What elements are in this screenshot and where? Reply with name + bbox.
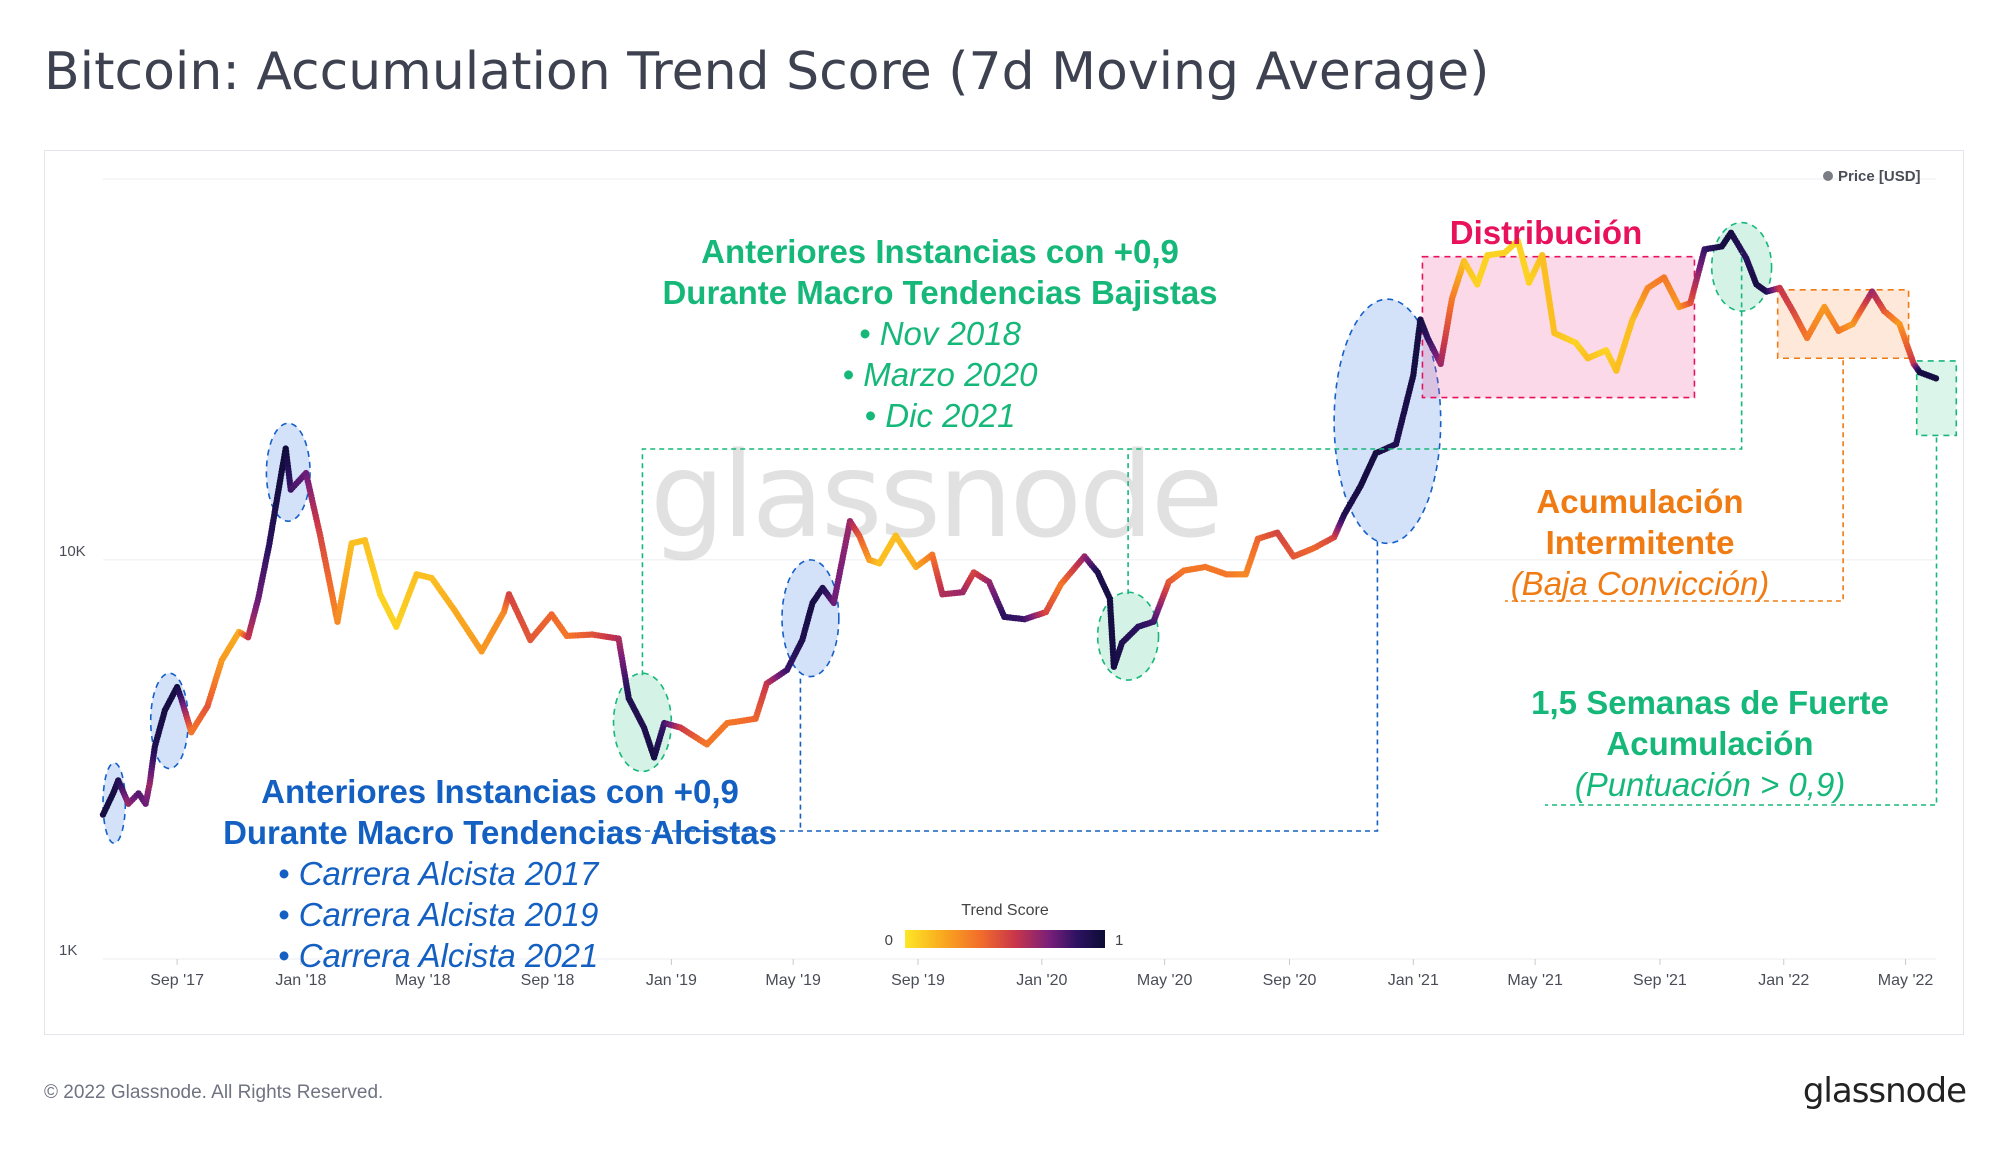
- x-tick-label: Jan '18: [275, 972, 326, 989]
- colorbar-max-label: 1: [1115, 932, 1123, 949]
- bear-annotation-line1: Anteriores Instancias con +0,9: [701, 233, 1179, 270]
- bear-connector-line: [641, 252, 1743, 676]
- colorbar: Trend Score 0 1: [885, 902, 1124, 949]
- bear-trend-annotation: Anteriores Instancias con +0,9 Durante M…: [560, 231, 1320, 436]
- bull-annotation-item: • Carrera Alcista 2019: [278, 896, 599, 933]
- x-tick-label: Jan '20: [1016, 972, 1067, 989]
- y-tick-label: 1K: [59, 942, 77, 959]
- bull-trend-annotation: Anteriores Instancias con +0,9 Durante M…: [130, 771, 870, 976]
- bull-annotation-line1: Anteriores Instancias con +0,9: [261, 773, 739, 810]
- legend-label: Price [USD]: [1838, 168, 1921, 185]
- bull-annotation-item: • Carrera Alcista 2021: [278, 937, 599, 974]
- y-tick-label: 10K: [59, 543, 86, 560]
- intermittent-line1: Acumulación: [1536, 483, 1744, 520]
- colorbar-min-label: 0: [885, 932, 893, 949]
- bull-annotation-item: • Carrera Alcista 2017: [278, 855, 599, 892]
- intermittent-line2: Intermitente: [1545, 524, 1735, 561]
- grid-layer: [103, 178, 1936, 960]
- x-tick-label: Jan '19: [646, 972, 697, 989]
- legend[interactable]: Price [USD]: [1823, 168, 1921, 185]
- x-tick-label: Jan '21: [1388, 972, 1439, 989]
- watermark: glassnode: [650, 426, 1220, 564]
- x-tick-label: May '20: [1137, 972, 1193, 989]
- x-tick-label: May '19: [765, 972, 821, 989]
- connector-lines: [600, 252, 1938, 832]
- bull-annotation-line2: Durante Macro Tendencias Alcistas: [223, 814, 777, 851]
- strong-line1: 1,5 Semanas de Fuerte: [1531, 684, 1889, 721]
- intermittent-sub: (Baja Convicción): [1510, 565, 1770, 602]
- footer-copyright: © 2022 Glassnode. All Rights Reserved.: [44, 1082, 384, 1103]
- bear-annotation-item: • Dic 2021: [864, 397, 1016, 434]
- x-tick-label: Sep '20: [1263, 972, 1317, 989]
- x-tick-label: Sep '17: [150, 972, 204, 989]
- bear-annotation-item: • Nov 2018: [859, 315, 1021, 352]
- x-tick-label: Sep '18: [521, 972, 575, 989]
- distribution-label: Distribución: [1449, 214, 1643, 251]
- strong-accumulation-annotation: 1,5 Semanas de Fuerte Acumulación (Puntu…: [1500, 682, 1920, 805]
- price-dot: [1932, 375, 1940, 382]
- chart-frame: glassnode 1K 10K Sep '17 Jan '18 May '18 Sep …: [44, 150, 1964, 1035]
- footer-logo[interactable]: glassnode: [1802, 1071, 1967, 1111]
- x-tick-label: Jan '22: [1758, 972, 1809, 989]
- x-tick-label: May '22: [1878, 972, 1934, 989]
- x-tick-label: Sep '21: [1633, 972, 1687, 989]
- intermittent-accumulation-annotation: Acumulación Intermitente (Baja Convicció…: [1475, 481, 1805, 604]
- bull-connector-line: [600, 541, 1379, 832]
- axis-layer: 1K 10K Sep '17 Jan '18 May '18 Sep '18 Jan '19…: [59, 543, 1933, 989]
- strong-line2: Acumulación: [1606, 725, 1814, 762]
- strong-sub: (Puntuación > 0,9): [1574, 766, 1846, 803]
- x-tick-label: Sep '19: [891, 972, 945, 989]
- bear-annotation-line2: Durante Macro Tendencias Bajistas: [662, 274, 1218, 311]
- colorbar-title: Trend Score: [961, 902, 1049, 919]
- colorbar-gradient: [905, 930, 1105, 948]
- distribution-box: [1421, 255, 1696, 399]
- bear-annotation-item: • Marzo 2020: [842, 356, 1038, 393]
- legend-dot-icon: [1823, 171, 1833, 181]
- x-tick-label: May '18: [395, 972, 451, 989]
- price-line: [99, 229, 1940, 818]
- page-title: Bitcoin: Accumulation Trend Score (7d Mo…: [44, 42, 1490, 102]
- chart-svg: glassnode 1K 10K Sep '17 Jan '18 May '18 Sep …: [59, 168, 1958, 989]
- x-tick-label: May '21: [1507, 972, 1563, 989]
